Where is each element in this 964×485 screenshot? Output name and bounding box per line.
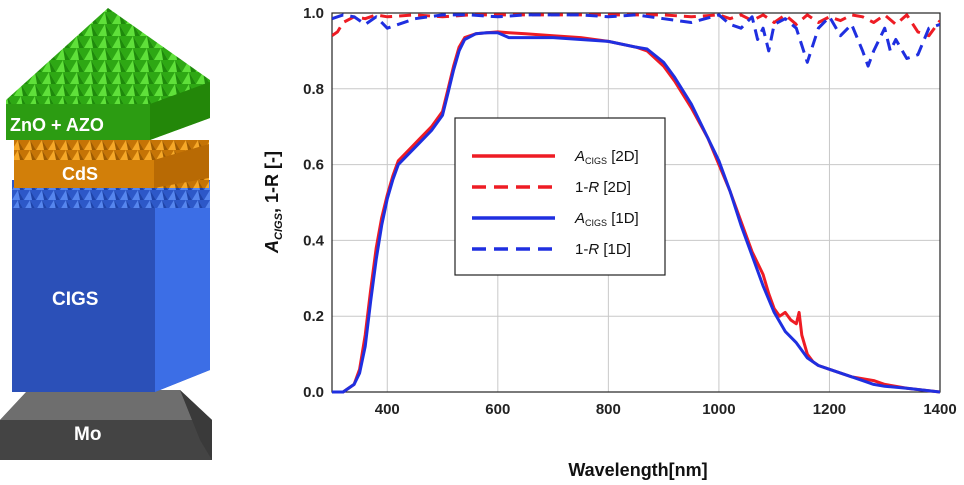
cigs-label: CIGS xyxy=(52,289,98,310)
y-label-sub: CIGS xyxy=(273,212,285,240)
legend-entry: 1-R [1D] xyxy=(575,241,631,258)
x-tick-label: 800 xyxy=(596,401,621,418)
x-tick-label: 1400 xyxy=(923,401,956,418)
legend-box xyxy=(454,117,666,276)
y-tick-label: 0.2 xyxy=(303,308,324,325)
series-lines xyxy=(332,13,940,394)
cds-label: CdS xyxy=(62,164,98,184)
mo-label: Mo xyxy=(74,424,101,445)
y-tick-label: 0.4 xyxy=(303,232,325,249)
series-line-3 xyxy=(332,13,940,68)
y-tick-label: 0.0 xyxy=(303,384,324,401)
series-line-2 xyxy=(332,31,940,394)
mo-layer: Mo xyxy=(0,390,212,460)
y-tick-label: 0.8 xyxy=(303,81,324,98)
x-axis-label: Wavelength[nm] xyxy=(568,460,707,480)
y-tick-labels: 0.0 0.2 0.4 0.6 0.8 1.0 xyxy=(303,5,325,401)
layer-stack-diagram: Mo CIGS CdS ZnO + AZO xyxy=(0,8,212,460)
plot-frame xyxy=(331,12,941,393)
x-tick-labels: 400 600 800 1000 1200 1400 xyxy=(375,401,957,418)
y-label-main: A xyxy=(262,240,282,254)
legend-entry: 1-R [2D] xyxy=(575,179,631,196)
y-tick-label: 0.6 xyxy=(303,157,324,174)
svg-text:ACIGS, 1-R [-]: ACIGS, 1-R [-] xyxy=(262,151,285,254)
zno-azo-label: ZnO + AZO xyxy=(10,115,104,135)
x-tick-label: 400 xyxy=(375,401,400,418)
y-axis-label: ACIGS, 1-R [-] xyxy=(262,151,285,254)
zno-azo-layer: ZnO + AZO xyxy=(6,8,210,140)
legend-entry: ACIGS [2D] xyxy=(574,148,639,166)
y-tick-label: 1.0 xyxy=(303,5,324,22)
legend-entry: ACIGS [1D] xyxy=(574,210,639,228)
chart-legend: ACIGS [2D] 1-R [2D] ACIGS [1D] 1-R [1D] xyxy=(454,117,666,276)
y-label-rest: , 1-R [-] xyxy=(262,151,282,213)
x-tick-label: 600 xyxy=(485,401,510,418)
cds-layer: CdS xyxy=(14,140,209,188)
x-tick-label: 1000 xyxy=(702,401,735,418)
x-tick-label: 1200 xyxy=(813,401,846,418)
cigs-layer: CIGS xyxy=(12,180,210,392)
series-line-1 xyxy=(332,13,940,38)
